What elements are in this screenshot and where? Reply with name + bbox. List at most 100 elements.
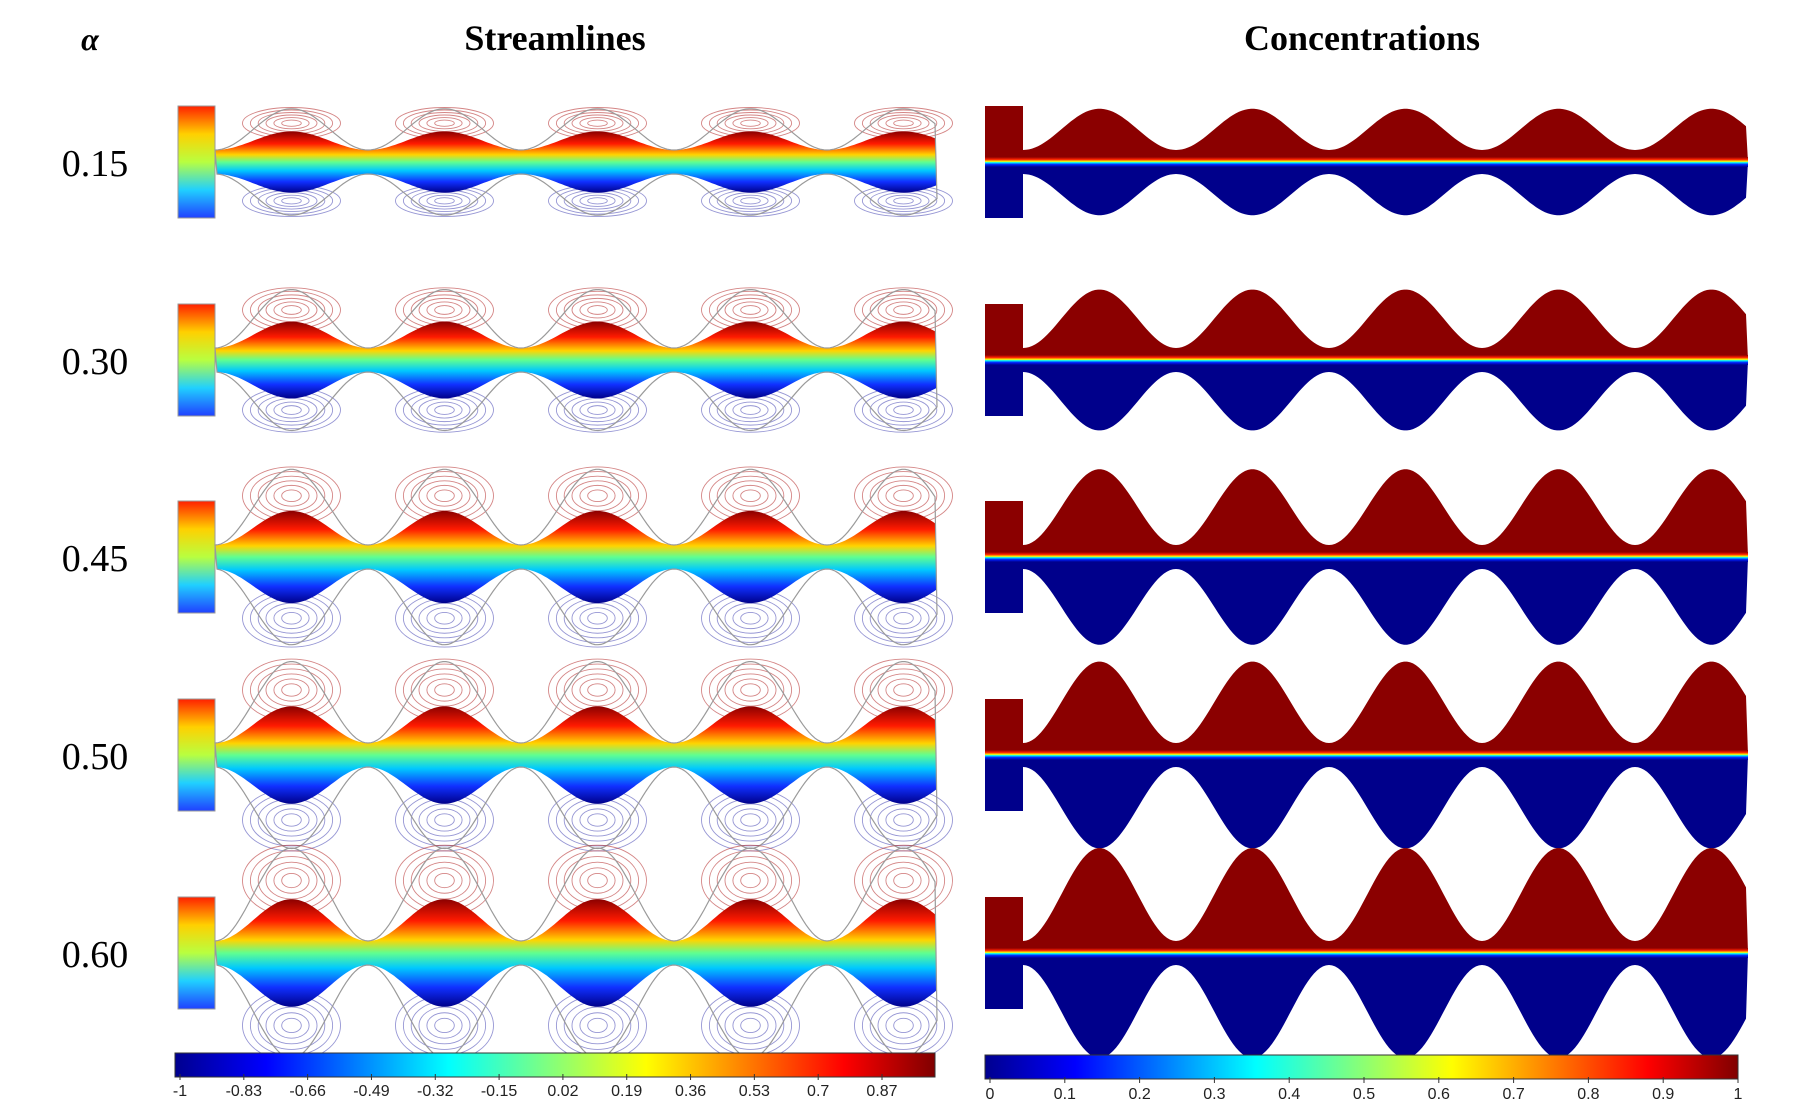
recirculation-contour	[410, 1000, 479, 1050]
concentrations-colorbar: 0 0.1 0.2 0.3 0.4 0.5 0.6 0.7 0.8 0.9 1	[984, 1054, 1743, 1103]
recirculation-contour	[732, 401, 769, 419]
concentrations-colorbar-gradient	[984, 1054, 1739, 1080]
recirculation-contour	[587, 119, 608, 127]
recirculation-contour	[265, 192, 318, 210]
streamline-inlet	[177, 896, 216, 1010]
concentration-inlet-top	[985, 501, 1023, 555]
alpha-value-label: 0.30	[62, 341, 129, 383]
recirculation-contour	[587, 813, 608, 827]
colorbar-tick-label: -1	[173, 1083, 187, 1100]
recirculation-contour	[418, 114, 471, 132]
recirculation-contour	[265, 861, 318, 900]
recirculation-contour	[869, 598, 938, 639]
recirculation-contour	[257, 1000, 326, 1050]
recirculation-contour	[563, 112, 632, 135]
recirculation-contour	[265, 1006, 318, 1045]
concentration-mixing-layer	[985, 157, 1748, 167]
streamline-channel-outline	[214, 661, 938, 850]
concentrations-colorbar-ticks: 0 0.1 0.2 0.3 0.4 0.5 0.6 0.7 0.8 0.9 1	[986, 1077, 1743, 1103]
streamline-inlet	[177, 303, 216, 417]
recirculation-contour	[885, 401, 922, 419]
recirculation-contour	[281, 197, 302, 205]
concentration-plot	[985, 106, 1748, 218]
recirculation-contour	[281, 611, 302, 625]
alpha-value-label: 0.60	[62, 934, 129, 976]
colorbar-tick-label: 0.3	[1203, 1086, 1225, 1103]
recirculation-contour	[257, 294, 326, 326]
recirculation-contour	[885, 194, 922, 207]
recirculation-contour	[563, 394, 632, 426]
concentration-inlet-bottom	[985, 757, 1023, 811]
recirculation-contour	[877, 1006, 930, 1045]
concentration-mixing-layer	[985, 355, 1748, 365]
recirculation-contour	[893, 197, 914, 205]
recirculation-contour	[579, 607, 616, 630]
recirculation-contour	[579, 194, 616, 207]
streamline-core-flow	[215, 706, 937, 804]
recirculation-contour	[418, 480, 471, 512]
recirculation-contour	[426, 867, 463, 894]
concentration-inlet-top	[985, 699, 1023, 753]
recirculation-contour	[724, 861, 777, 900]
recirculation-contour	[885, 1012, 922, 1039]
recirculation-contour	[281, 873, 302, 889]
recirculation-contour	[434, 405, 455, 415]
recirculation-contour	[893, 1017, 914, 1033]
recirculation-contour	[877, 297, 930, 323]
recirculation-contour	[740, 489, 761, 503]
recirculation-contour	[716, 798, 785, 842]
recirculation-contour	[740, 1017, 761, 1033]
recirculation-contour	[418, 192, 471, 210]
alpha-row: 0.50	[62, 658, 1748, 852]
recirculation-contour	[257, 112, 326, 135]
concentration-inlet-top	[985, 106, 1023, 160]
recirculation-contour	[571, 114, 624, 132]
recirculation-contour	[579, 401, 616, 419]
recirculation-contour	[563, 856, 632, 905]
recirculation-contour	[563, 189, 632, 212]
recirculation-contour	[740, 683, 761, 697]
recirculation-contour	[716, 294, 785, 326]
colorbar-tick-label: 0.87	[866, 1083, 897, 1100]
colorbar-tick-label: 0.36	[675, 1083, 706, 1100]
recirculation-contour	[885, 867, 922, 894]
alpha-label: α	[81, 21, 100, 57]
concentration-upper-region	[1023, 289, 1748, 360]
recirculation-contour	[724, 803, 777, 837]
recirculation-contour	[732, 867, 769, 894]
recirculation-contour	[273, 1012, 310, 1039]
concentration-mixing-layer	[985, 948, 1748, 958]
recirculation-contour	[869, 798, 938, 842]
colorbar-tick-label: -0.66	[289, 1083, 326, 1100]
recirculation-contour	[579, 867, 616, 894]
recirculation-contour	[877, 397, 930, 423]
recirculation-contour	[877, 803, 930, 837]
recirculation-contour	[273, 607, 310, 630]
alpha-value-label: 0.50	[62, 736, 129, 778]
recirculation-contour	[732, 117, 769, 130]
recirculation-contour	[587, 611, 608, 625]
alpha-row: 0.30	[62, 287, 1748, 433]
concentrations-title: Concentrations	[1244, 18, 1480, 58]
concentration-lower-region	[1023, 162, 1748, 216]
recirculation-contour	[869, 294, 938, 326]
recirculation-contour	[571, 803, 624, 837]
recirculation-contour	[434, 489, 455, 503]
concentration-inlet-bottom	[985, 955, 1023, 1009]
recirculation-contour	[740, 119, 761, 127]
colorbar-tick-label: 0.9	[1652, 1086, 1674, 1103]
recirculation-contour	[732, 301, 769, 319]
recirculation-contour	[426, 117, 463, 130]
streamlines-colorbar: -1 -0.83 -0.66 -0.49 -0.32 -0.15 0.02 0.19 0.36 0…	[173, 1052, 936, 1100]
recirculation-contour	[571, 192, 624, 210]
recirculation-contour	[579, 808, 616, 832]
streamline-channel-outline	[214, 289, 938, 432]
recirculation-contour	[563, 798, 632, 842]
streamline-inlet	[177, 500, 216, 614]
recirculation-contour	[716, 189, 785, 212]
streamlines-colorbar-gradient	[174, 1052, 936, 1078]
recirculation-contour	[418, 803, 471, 837]
colorbar-tick-label: -0.49	[353, 1083, 390, 1100]
concentration-inlet-bottom	[985, 362, 1023, 416]
colorbar-tick-label: 0.53	[739, 1083, 770, 1100]
